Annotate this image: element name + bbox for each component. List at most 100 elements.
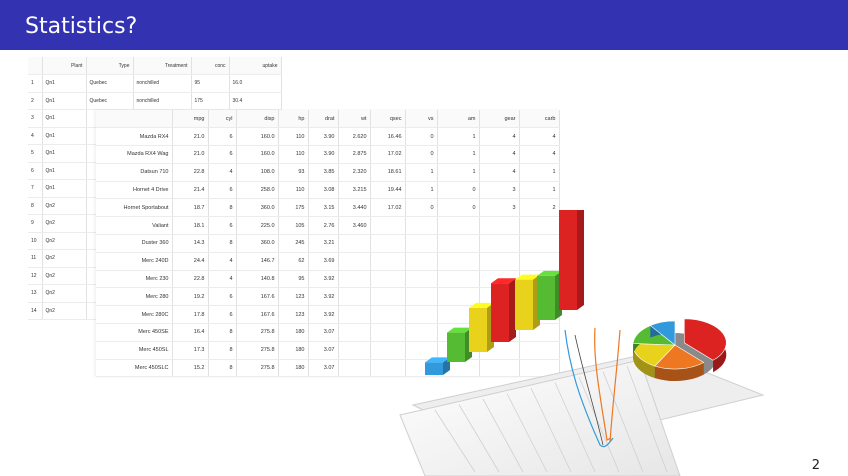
table-cell	[405, 305, 438, 325]
slide-title: Statistics?	[25, 14, 138, 39]
table-cell: 3.90	[308, 145, 339, 164]
grid-line	[434, 409, 476, 473]
column-header[interactable]	[28, 57, 43, 75]
column-header[interactable]: carb	[519, 110, 560, 129]
table-cell: 1	[519, 163, 560, 182]
grid-line	[506, 393, 548, 473]
table-cell: Qn2	[42, 197, 87, 215]
table-cell: 8	[208, 341, 237, 360]
column-header[interactable]: qsec	[370, 110, 406, 129]
table-cell: 21.0	[172, 145, 209, 164]
table-cell: 6	[208, 305, 237, 325]
table-cell: Qn1	[42, 74, 87, 93]
table-cell: Qn1	[42, 162, 87, 180]
table-cell: 108.0	[236, 163, 279, 182]
table-cell: 22.8	[172, 270, 209, 289]
column-header[interactable]: am	[437, 110, 480, 129]
table-cell	[437, 252, 480, 271]
table-cell: 245	[278, 234, 309, 253]
column-header[interactable]: Type	[86, 57, 134, 75]
bar	[447, 327, 472, 362]
table-cell: Qn2	[42, 214, 87, 233]
column-header[interactable]: Plant	[42, 57, 87, 75]
table-cell	[437, 270, 480, 289]
bar-front	[425, 362, 443, 375]
table-cell: 146.7	[236, 252, 279, 271]
column-header[interactable]: cyl	[208, 110, 237, 129]
bar-front	[469, 307, 487, 352]
table-cell	[338, 341, 371, 360]
table-cell: 3.460	[338, 216, 371, 236]
table-cell: 3.92	[308, 270, 339, 289]
table-cell	[519, 216, 560, 236]
table-cell: 16.46	[370, 127, 406, 147]
table-cell	[370, 252, 406, 271]
table-cell: 4	[519, 127, 560, 147]
table-row: 1 Qn1 Quebec nonchilled 95 16.0	[28, 74, 282, 93]
table-cell: 360.0	[236, 234, 279, 253]
column-header[interactable]: vs	[405, 110, 438, 129]
table-cell	[479, 234, 520, 253]
table-cell: 10	[28, 232, 43, 250]
table-cell: 95	[278, 270, 309, 289]
table-cell: 1	[519, 181, 560, 200]
grid-line	[482, 398, 524, 473]
table-cell: 110	[278, 181, 309, 200]
table-cell: 175	[191, 92, 230, 110]
table-cell: Merc 280	[96, 287, 173, 307]
table-cell: 3.90	[308, 127, 339, 147]
bar-front	[515, 279, 533, 330]
table-cell	[338, 234, 371, 253]
table-cell: 167.6	[236, 287, 279, 307]
table-cell: 21.0	[172, 127, 209, 147]
table-cell: 14.3	[172, 234, 209, 253]
table-row: Mazda RX4 21.0 6 160.0 110 3.90 2.620 16.46 0 1 4 4	[96, 127, 560, 147]
table-cell	[405, 287, 438, 307]
table-cell	[370, 323, 406, 342]
column-header[interactable]: uptake	[229, 57, 282, 75]
table-cell: 0	[437, 198, 480, 218]
table-cell: Qn2	[42, 232, 87, 250]
column-header[interactable]: drat	[308, 110, 339, 129]
table-cell: 18.61	[370, 163, 406, 182]
bar-side	[577, 210, 584, 310]
column-header[interactable]: disp	[236, 110, 279, 129]
table-cell: 2.320	[338, 163, 371, 182]
table-row: Valiant 18.1 6 225.0 105 2.76 3.460	[96, 216, 560, 236]
table-cell: Mazda RX4	[96, 127, 173, 147]
table-cell: 3.07	[308, 341, 339, 360]
table-cell	[338, 252, 371, 271]
table-cell: 5	[28, 144, 43, 163]
bar-top	[537, 270, 562, 276]
bar-top	[469, 302, 494, 308]
column-header[interactable]: conc	[191, 57, 230, 75]
column-header[interactable]	[96, 110, 173, 129]
column-header[interactable]: wt	[338, 110, 371, 129]
table-cell: 110	[278, 145, 309, 164]
bar-front	[537, 275, 555, 320]
table-cell: 3	[479, 198, 520, 218]
column-header[interactable]: gear	[479, 110, 520, 129]
bar-front	[559, 210, 577, 310]
table-cell: 19.2	[172, 287, 209, 307]
column-header[interactable]: Treatment	[133, 57, 192, 75]
table-cell: Merc 240D	[96, 252, 173, 271]
table-cell: 16.4	[172, 323, 209, 342]
table-cell: Qn2	[42, 284, 87, 303]
table-cell	[519, 234, 560, 253]
table-cell: 95	[191, 74, 230, 93]
table-cell: 225.0	[236, 216, 279, 236]
table-cell: 1	[437, 163, 480, 182]
table-cell: 12	[28, 267, 43, 285]
column-header[interactable]: mpg	[172, 110, 209, 129]
table-cell: nonchilled	[133, 74, 192, 93]
table-cell: Qn2	[42, 302, 87, 320]
table-row: Hornet Sportabout 18.7 8 360.0 175 3.15 3.440 1…	[96, 198, 560, 218]
table-cell	[519, 359, 560, 378]
grid-line	[578, 376, 620, 473]
table-row: Merc 230 22.8 4 140.8 95 3.92	[96, 270, 560, 289]
table-cell: Mazda RX4 Wag	[96, 145, 173, 164]
table-cell	[370, 270, 406, 289]
column-header[interactable]: hp	[278, 110, 309, 129]
table-cell: 3.92	[308, 305, 339, 325]
